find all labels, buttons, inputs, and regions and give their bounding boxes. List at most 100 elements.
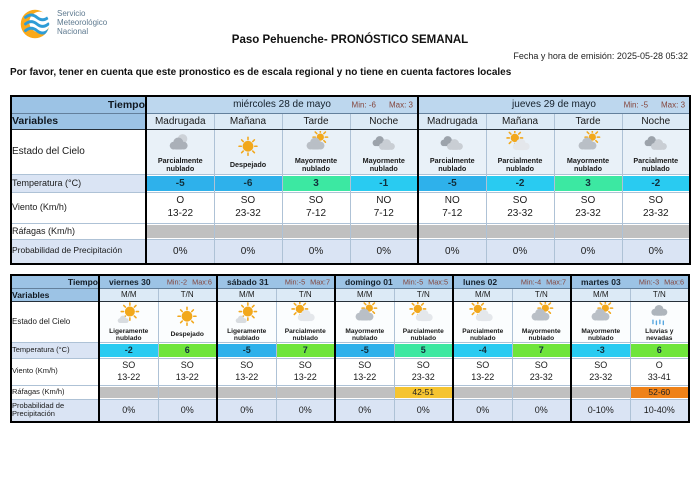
precip-cell: 0%: [213, 238, 283, 265]
variables-header: Variables: [10, 287, 100, 302]
precip-cell: 0%: [511, 398, 572, 423]
gust-cell: [452, 384, 513, 400]
sky-cell: Parcialmente nublado: [275, 300, 336, 343]
wind-speed-range: 23-32: [235, 207, 261, 219]
sky-condition-label: Parcialmente nublado: [402, 327, 444, 342]
row-label-temperatura: Temperatura (°C): [10, 341, 100, 359]
logo-line-1: Servicio: [57, 9, 86, 18]
day-name: domingo 01: [345, 276, 393, 287]
wind-cell: NO 7-12: [349, 191, 419, 224]
wind-direction: NO: [444, 195, 460, 206]
period-header: M/M: [334, 287, 395, 302]
wind-speed-range: 13-22: [353, 371, 377, 382]
sky-cell: Mayormente nublado: [334, 300, 395, 343]
day-min: Min:-3: [638, 277, 660, 287]
sky-cell: Mayormente nublado: [511, 300, 572, 343]
sky-condition-label: Mayormente nublado: [521, 327, 561, 342]
wind-cell: O 13-22: [145, 191, 215, 224]
temperature-cell: 5: [393, 341, 454, 359]
period-header: T/N: [157, 287, 218, 302]
period-header: T/N: [275, 287, 336, 302]
wind-direction: SO: [534, 360, 548, 371]
sky-condition-label: Ligeramente nublado: [227, 327, 267, 342]
wind-speed-range: 13-22: [235, 371, 259, 382]
forecast-table: Tiempo viernes 30 Min:-2 Max:6 sábado 31 Min:…: [10, 274, 691, 424]
sun-behind-cloud-icon: [464, 302, 502, 327]
gust-value: [351, 224, 418, 238]
wind-cell: SO 23-32: [393, 357, 454, 386]
wind-speed-range: 7-12: [373, 207, 394, 219]
precip-cell: 0%: [98, 398, 159, 423]
gust-value: [215, 224, 281, 238]
sky-condition-label: Despejado: [170, 331, 204, 339]
day-min: Min:-5: [284, 277, 306, 287]
temperature-value: -3: [573, 343, 630, 357]
sky-cell: Despejado: [213, 128, 283, 175]
temperature-value: -5: [219, 343, 275, 357]
period-header: Madrugada: [417, 112, 487, 130]
sky-condition-label: Parcialmente nublado: [462, 327, 504, 342]
sky-condition-label: Parcialmente nublado: [284, 327, 326, 342]
smn-logo-icon: [16, 5, 54, 48]
gust-cell: 52-60: [629, 384, 690, 400]
cloud-icon: [637, 131, 675, 157]
temperature-value: 3: [283, 175, 349, 191]
gust-cell: [621, 222, 691, 240]
wind-cell: SO 23-32: [213, 191, 283, 224]
wind-speed-range: 13-22: [175, 371, 199, 382]
forecast-table-week: Tiempo viernes 30 Min:-2 Max:6 sábado 31 Min:…: [10, 274, 691, 424]
temperature-cell: 3: [553, 173, 623, 193]
day-name: jueves 29 de mayo: [512, 99, 596, 111]
sky-cell: Parcialmente nublado: [393, 300, 454, 343]
cloud-sun-peek-icon: [522, 302, 560, 327]
precip-cell: 0%: [417, 238, 487, 265]
sky-cell: Mayormente nublado: [570, 300, 631, 343]
row-label-estado: Estado del Cielo: [10, 128, 147, 175]
row-label-temperatura: Temperatura (°C): [10, 173, 147, 193]
gust-value: [337, 386, 394, 398]
day-min: Min:-4: [520, 277, 542, 287]
sky-condition-label: Parcialmente nublado: [497, 155, 543, 173]
day-min: Min:-5: [402, 277, 424, 287]
cloud-sun-peek-icon: [297, 130, 335, 157]
gust-value: [573, 386, 630, 398]
period-header: M/M: [216, 287, 277, 302]
sun-behind-cloud-icon: [404, 302, 442, 327]
wind-cell: SO 13-22: [157, 357, 218, 386]
wind-direction: NO: [376, 195, 392, 206]
sky-condition-label: Mayormente nublado: [345, 327, 385, 342]
day-minmax: Min:-3 Max:6: [639, 277, 684, 286]
wind-cell: O 33-41: [629, 357, 690, 386]
temperature-value: -6: [215, 175, 281, 191]
wind-cell: SO 13-22: [275, 357, 336, 386]
row-label-estado: Estado del Cielo: [10, 300, 100, 343]
sun-icon: [168, 305, 206, 331]
gust-value: [159, 386, 216, 398]
wind-cell: NO 7-12: [417, 191, 487, 224]
gust-cell: [145, 222, 215, 240]
regional-disclaimer: Por favor, tener en cuenta que este pron…: [10, 67, 512, 78]
sky-cell: Parcialmente nublado: [485, 128, 555, 175]
tiempo-header: Tiempo: [10, 274, 100, 289]
precip-cell: 0%: [349, 238, 419, 265]
temperature-value: 6: [159, 343, 216, 357]
sky-cell: Lluvias y nevadas: [629, 300, 690, 343]
precip-cell: 0%: [393, 398, 454, 423]
day-max: Max:7: [546, 277, 567, 287]
precip-cell: 0%: [621, 238, 691, 265]
temperature-value: 5: [395, 343, 453, 357]
gust-value: [623, 224, 690, 238]
day-max: Max: 3: [389, 100, 414, 110]
gust-cell: [349, 222, 419, 240]
temperature-value: 7: [277, 343, 335, 357]
wind-speed-range: 23-32: [589, 371, 613, 382]
day-name: miércoles 28 de mayo: [233, 99, 331, 111]
period-header: Noche: [349, 112, 419, 130]
wind-speed-range: 23-32: [507, 207, 533, 219]
wind-direction: SO: [648, 195, 663, 206]
gust-cell: [334, 384, 395, 400]
gust-value: [283, 224, 349, 238]
wind-direction: SO: [308, 195, 324, 206]
period-header: T/N: [629, 287, 690, 302]
